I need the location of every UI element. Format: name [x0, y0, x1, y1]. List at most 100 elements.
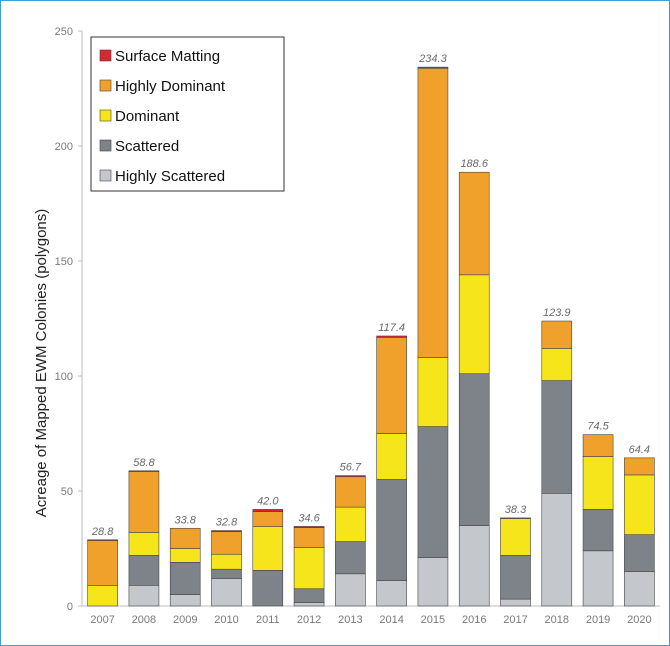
bar-total-label: 188.6 [460, 158, 488, 170]
legend-swatch [99, 169, 112, 182]
bar-segment [541, 320, 573, 349]
bar-segment [500, 518, 531, 556]
x-tick-label: 2008 [132, 614, 156, 626]
bar-segment [458, 373, 490, 526]
bar-segment [458, 171, 490, 276]
legend-entry: Highly Scattered [115, 168, 225, 185]
bar-segment [417, 67, 449, 358]
bar-total-label: 38.3 [505, 504, 527, 516]
bar-segment [252, 570, 284, 607]
bar-segment [87, 539, 118, 541]
bar-total-label: 123.9 [543, 307, 571, 319]
bar-total-label: 42.0 [257, 495, 279, 507]
x-tick-label: 2014 [379, 614, 403, 626]
bar-segment [335, 573, 366, 607]
bar-segment [417, 557, 449, 607]
bar-segment [128, 584, 160, 607]
y-tick-label: 200 [55, 141, 73, 153]
bar-segment [128, 471, 160, 533]
bar-segment [252, 511, 284, 527]
bar-total-label: 33.8 [175, 514, 197, 526]
bar-segment [582, 509, 614, 552]
bar-segment [417, 66, 449, 69]
bar-segment [417, 357, 449, 427]
bar-segment [376, 433, 407, 480]
y-tick-label: 50 [61, 486, 73, 498]
bar-segment [500, 598, 531, 607]
bar-segment [128, 555, 160, 586]
bar-segment [335, 476, 366, 508]
y-axis-label: Acreage of Mapped EWM Colonies (polygons… [33, 209, 50, 517]
x-tick-label: 2007 [90, 614, 114, 626]
x-tick-label: 2018 [545, 614, 569, 626]
bar-segment [376, 580, 407, 607]
bar-segment [458, 274, 490, 374]
legend: Surface Matting Highly Dominant Dominant Sc… [90, 36, 285, 192]
y-tick-label: 250 [55, 26, 73, 38]
bars [87, 66, 655, 607]
legend-swatch [99, 49, 112, 62]
bar-segment [541, 348, 573, 381]
bar-segment [211, 530, 242, 533]
bar-segment [582, 456, 614, 510]
bar-total-label: 117.4 [378, 322, 405, 334]
bar-segment [624, 474, 655, 535]
legend-entry: Highly Dominant [115, 78, 226, 95]
x-tick-label: 2015 [421, 614, 445, 626]
bar-segment [87, 540, 118, 586]
bar-segment [417, 426, 449, 559]
x-tick-label: 2017 [503, 614, 527, 626]
legend-entry: Scattered [115, 138, 179, 155]
bar-segment [582, 550, 614, 607]
bar-segment [458, 525, 490, 607]
bar-segment [169, 561, 201, 595]
bar-segment [582, 434, 614, 457]
x-tick-label: 2013 [338, 614, 362, 626]
bar-segment [376, 335, 407, 338]
bar-total-label: 74.5 [587, 421, 609, 433]
legend-box [90, 36, 285, 192]
bar-segment [335, 506, 366, 542]
bar-segment [211, 553, 242, 570]
legend-entry: Dominant [115, 108, 180, 125]
legend-swatch [99, 139, 112, 152]
bar-segment [169, 594, 201, 607]
legend-swatch [99, 109, 112, 122]
bar-segment [252, 526, 284, 571]
x-tick-label: 2011 [256, 614, 280, 626]
y-tick-label: 150 [55, 256, 73, 268]
bar-segment [541, 380, 573, 494]
bar-segment [128, 470, 160, 472]
legend-swatch [99, 79, 112, 92]
x-tick-label: 2012 [297, 614, 321, 626]
bar-segment [335, 475, 366, 478]
bar-segment [624, 457, 655, 476]
bar-segment [624, 571, 655, 607]
bar-segment [211, 578, 242, 607]
bar-segment [211, 568, 242, 579]
bar-total-label: 234.3 [418, 53, 447, 65]
bar-total-label: 32.8 [216, 517, 238, 529]
bar-segment [252, 509, 284, 512]
bar-segment [500, 517, 531, 519]
y-tick-label: 100 [55, 371, 73, 383]
x-tick-label: 2010 [214, 614, 238, 626]
y-tick-label: 0 [67, 601, 73, 613]
bar-segment [169, 527, 201, 549]
x-tick-label: 2019 [586, 614, 610, 626]
bar-segment [87, 584, 118, 607]
labels: 28.8 2007 58.8 2008 33.8 2009 32.8 2010 42.0 2011… [90, 53, 651, 626]
bar-segment [128, 532, 160, 556]
legend-entry: Surface Matting [115, 48, 220, 65]
bar-segment [624, 534, 655, 572]
bar-segment [376, 337, 407, 434]
bar-segment [293, 526, 325, 528]
bar-segment [293, 547, 325, 590]
bar-total-label: 28.8 [91, 526, 114, 538]
bar-total-label: 56.7 [340, 462, 362, 474]
bar-total-label: 58.8 [133, 457, 155, 469]
bar-segment [211, 531, 242, 555]
x-tick-label: 2020 [627, 614, 651, 626]
bar-segment [293, 527, 325, 548]
